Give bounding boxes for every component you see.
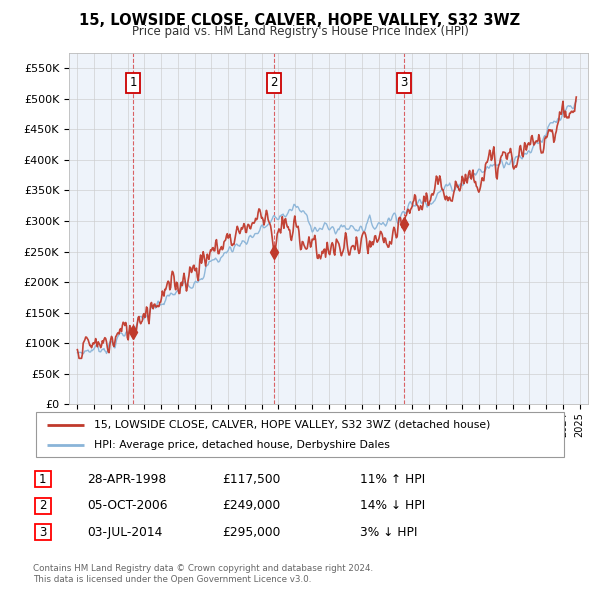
Text: 28-APR-1998: 28-APR-1998: [87, 473, 166, 486]
Text: 2: 2: [271, 77, 278, 90]
Text: £117,500: £117,500: [222, 473, 280, 486]
Text: 2: 2: [39, 499, 46, 512]
Text: 15, LOWSIDE CLOSE, CALVER, HOPE VALLEY, S32 3WZ (detached house): 15, LOWSIDE CLOSE, CALVER, HOPE VALLEY, …: [94, 419, 490, 430]
Text: Contains HM Land Registry data © Crown copyright and database right 2024.: Contains HM Land Registry data © Crown c…: [33, 565, 373, 573]
Text: 03-JUL-2014: 03-JUL-2014: [87, 526, 163, 539]
Text: Price paid vs. HM Land Registry's House Price Index (HPI): Price paid vs. HM Land Registry's House …: [131, 25, 469, 38]
Bar: [35, 498, 50, 513]
Text: 3% ↓ HPI: 3% ↓ HPI: [360, 526, 418, 539]
Text: £295,000: £295,000: [222, 526, 280, 539]
Text: This data is licensed under the Open Government Licence v3.0.: This data is licensed under the Open Gov…: [33, 575, 311, 584]
Text: 05-OCT-2006: 05-OCT-2006: [87, 499, 167, 512]
Bar: [35, 471, 50, 487]
Text: £249,000: £249,000: [222, 499, 280, 512]
Text: 11% ↑ HPI: 11% ↑ HPI: [360, 473, 425, 486]
Text: 14% ↓ HPI: 14% ↓ HPI: [360, 499, 425, 512]
Bar: [35, 525, 50, 540]
Text: 1: 1: [129, 77, 137, 90]
Text: HPI: Average price, detached house, Derbyshire Dales: HPI: Average price, detached house, Derb…: [94, 441, 390, 450]
Text: 3: 3: [400, 77, 407, 90]
Text: 15, LOWSIDE CLOSE, CALVER, HOPE VALLEY, S32 3WZ: 15, LOWSIDE CLOSE, CALVER, HOPE VALLEY, …: [79, 13, 521, 28]
Text: 3: 3: [39, 526, 46, 539]
Text: 1: 1: [39, 473, 46, 486]
